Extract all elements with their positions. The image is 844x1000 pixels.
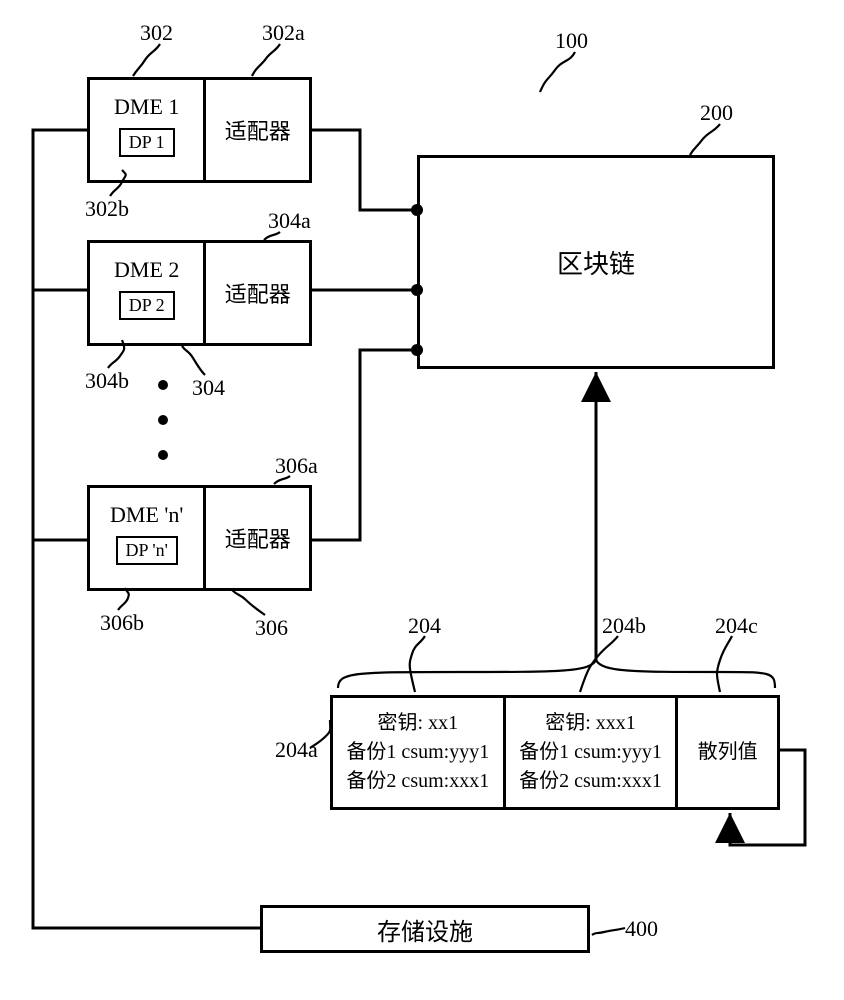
dp-1-box: DP 1 xyxy=(119,128,175,157)
ref-306: 306 xyxy=(255,615,288,641)
dme-1-left: DME 1 DP 1 xyxy=(90,80,206,180)
ref-204: 204 xyxy=(408,613,441,639)
ref-100: 100 xyxy=(555,28,588,54)
ellipsis-dot xyxy=(158,380,168,390)
dme-2-left: DME 2 DP 2 xyxy=(90,243,206,343)
junction-dot xyxy=(411,204,423,216)
ref-302a: 302a xyxy=(262,20,305,46)
ref-304b: 304b xyxy=(85,368,129,394)
dme-n-box: DME 'n' DP 'n' 适配器 xyxy=(87,485,312,591)
dme-1-title: DME 1 xyxy=(114,94,179,120)
ref-306a: 306a xyxy=(275,453,318,479)
ellipsis-dot xyxy=(158,450,168,460)
ref-302b: 302b xyxy=(85,196,129,222)
ref-204c: 204c xyxy=(715,613,758,639)
ref-204b: 204b xyxy=(602,613,646,639)
ellipsis-dot xyxy=(158,415,168,425)
storage-box: 存储设施 xyxy=(260,905,590,953)
record-cell-1: 密钥: xx1 备份1 csum:yyy1 备份2 csum:xxx1 xyxy=(333,698,506,807)
ref-200: 200 xyxy=(700,100,733,126)
dp-n-box: DP 'n' xyxy=(116,536,178,565)
ref-302: 302 xyxy=(140,20,173,46)
diagram-root: DME 1 DP 1 适配器 DME 2 DP 2 适配器 DME 'n' DP… xyxy=(0,0,844,1000)
record-cell-2: 密钥: xxx1 备份1 csum:yyy1 备份2 csum:xxx1 xyxy=(506,698,679,807)
record-cell-1-line3: 备份2 csum:xxx1 xyxy=(346,767,489,796)
ref-304: 304 xyxy=(192,375,225,401)
junction-dot xyxy=(411,284,423,296)
record-cell-2-line3: 备份2 csum:xxx1 xyxy=(519,767,662,796)
data-record-box: 密钥: xx1 备份1 csum:yyy1 备份2 csum:xxx1 密钥: … xyxy=(330,695,780,810)
ref-304a: 304a xyxy=(268,208,311,234)
ref-306b: 306b xyxy=(100,610,144,636)
dme-2-box: DME 2 DP 2 适配器 xyxy=(87,240,312,346)
blockchain-box: 区块链 xyxy=(417,155,775,369)
dme-2-adapter: 适配器 xyxy=(206,243,309,343)
record-cell-2-line1: 密钥: xxx1 xyxy=(545,709,636,738)
record-cell-2-line2: 备份1 csum:yyy1 xyxy=(519,738,662,767)
record-cell-1-line2: 备份1 csum:yyy1 xyxy=(346,738,489,767)
dme-n-title: DME 'n' xyxy=(110,502,183,528)
dme-1-box: DME 1 DP 1 适配器 xyxy=(87,77,312,183)
junction-dot xyxy=(411,344,423,356)
record-cell-3: 散列值 xyxy=(678,698,777,807)
record-cell-1-line1: 密钥: xx1 xyxy=(378,709,459,738)
dme-1-adapter: 适配器 xyxy=(206,80,309,180)
dp-2-box: DP 2 xyxy=(119,291,175,320)
dme-n-adapter: 适配器 xyxy=(206,488,309,588)
ref-400: 400 xyxy=(625,916,658,942)
dme-n-left: DME 'n' DP 'n' xyxy=(90,488,206,588)
ref-204a: 204a xyxy=(275,737,318,763)
dme-2-title: DME 2 xyxy=(114,257,179,283)
